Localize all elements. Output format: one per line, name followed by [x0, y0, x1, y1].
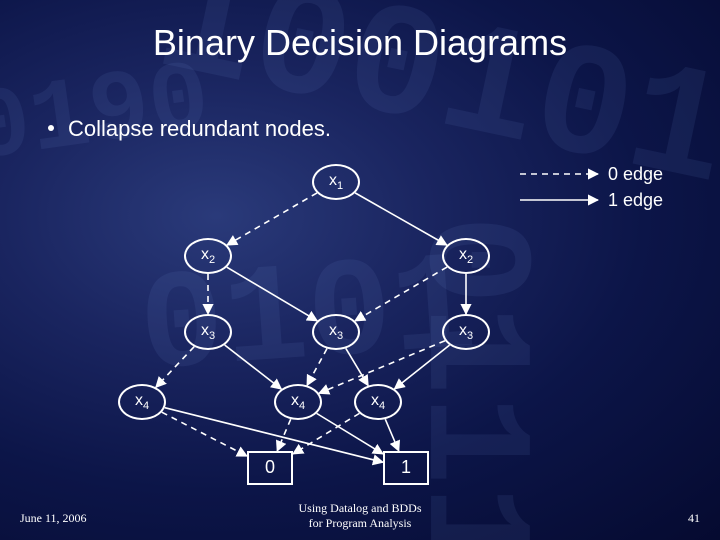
edge-x4a-t1 — [165, 408, 383, 463]
edge-x2a-x3b — [227, 267, 317, 321]
edge-x3c-x4b — [319, 341, 445, 394]
edge-x2b-x3b — [355, 267, 447, 321]
edge-x3b-x4b — [307, 349, 327, 386]
footer-center-line1: Using Datalog and BDDs — [299, 501, 422, 515]
edge-x1-x2a — [227, 193, 317, 245]
edge-x3c-x4c — [394, 345, 449, 389]
edge-x3a-x4b — [225, 345, 282, 389]
edge-x4a-t0 — [162, 412, 247, 456]
edge-x4b-t0 — [277, 419, 291, 451]
edge-x1-x2b — [355, 193, 447, 245]
footer-center: Using Datalog and BDDs for Program Analy… — [0, 501, 720, 530]
edge-x3a-x4a — [156, 347, 194, 388]
slide-root: 100101 0101 011100 0190 Binary Decision … — [0, 0, 720, 540]
footer-page: 41 — [688, 511, 700, 526]
edge-layer — [0, 0, 720, 540]
footer-center-line2: for Program Analysis — [309, 516, 412, 530]
edge-x4c-t1 — [385, 419, 399, 451]
